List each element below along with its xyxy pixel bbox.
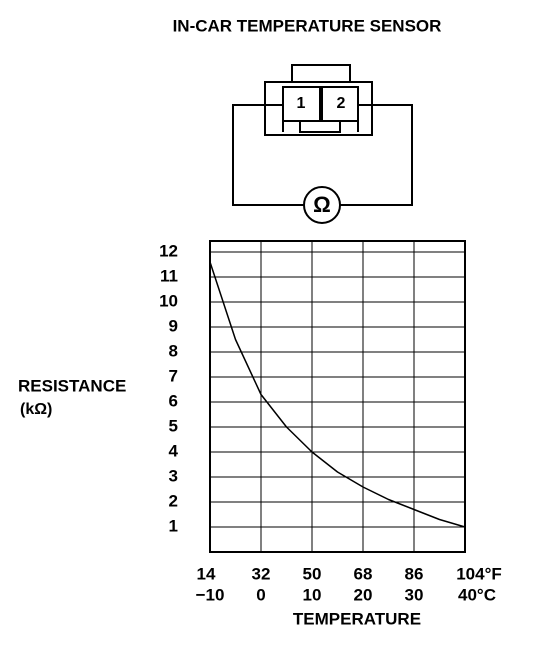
ohmmeter xyxy=(303,186,341,224)
x-tick-label: 30 xyxy=(405,585,424,604)
wire xyxy=(232,104,304,206)
y-tick-label: 3 xyxy=(169,466,178,485)
y-tick-label: 7 xyxy=(169,366,178,385)
x-tick-label: 10 xyxy=(303,585,322,604)
pin-label: 2 xyxy=(337,95,346,112)
data-line xyxy=(209,261,466,528)
x-tick-label: 40°C xyxy=(458,585,496,604)
x-tick-label: 0 xyxy=(256,585,265,604)
meter-symbol: Ω xyxy=(313,192,331,217)
x-tick-label: 20 xyxy=(354,585,373,604)
x2-tick-label: 104°F xyxy=(456,564,502,583)
y-tick-label: 4 xyxy=(169,441,179,460)
y-tick-label: 2 xyxy=(169,491,178,510)
diagram-title: IN-CAR TEMPERATURE SENSOR xyxy=(173,16,442,35)
pin-label: 1 xyxy=(297,95,306,112)
y-tick-label: 6 xyxy=(169,391,178,410)
y-axis-label: (kΩ) xyxy=(20,401,52,418)
connector-detail xyxy=(282,121,359,133)
y-tick-label: 9 xyxy=(169,316,178,335)
y-axis-label: RESISTANCE xyxy=(18,376,126,395)
x2-tick-label: 86 xyxy=(405,564,424,583)
connector xyxy=(232,64,413,224)
x2-tick-label: 32 xyxy=(252,564,271,583)
y-tick-label: 8 xyxy=(169,341,178,360)
y-tick-label: 1 xyxy=(169,516,178,535)
y-tick-label: 10 xyxy=(159,291,178,310)
x-tick-label: −10 xyxy=(196,585,225,604)
connector-body xyxy=(264,81,373,136)
x-axis-label: TEMPERATURE xyxy=(293,609,421,628)
x2-tick-label: 50 xyxy=(303,564,322,583)
y-tick-label: 12 xyxy=(159,241,178,260)
y-tick-label: 5 xyxy=(169,416,178,435)
wire xyxy=(340,104,413,206)
y-tick-label: 11 xyxy=(160,266,178,285)
x2-tick-label: 68 xyxy=(354,564,373,583)
connector-tab xyxy=(291,64,351,82)
x2-tick-label: 14 xyxy=(197,564,216,583)
